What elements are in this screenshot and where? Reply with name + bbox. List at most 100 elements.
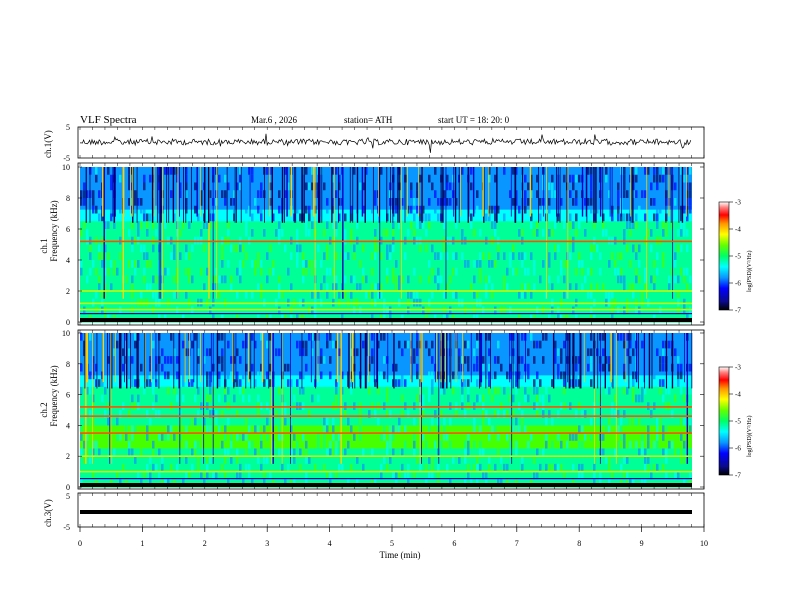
spec-speckle — [500, 417, 503, 426]
spec-speckle — [236, 182, 239, 191]
spec-speckle — [347, 267, 350, 276]
spec-speckle — [530, 252, 533, 260]
spec-speckle — [572, 433, 575, 441]
spec-speckle — [248, 205, 251, 214]
spec-speckle — [143, 174, 146, 183]
spec-speckle — [245, 205, 248, 214]
spec-speckle — [272, 213, 275, 222]
spec-speckle — [413, 448, 416, 457]
spec-speckle — [656, 174, 659, 183]
spec-speckle — [350, 410, 353, 418]
spec-speckle — [335, 174, 338, 183]
spec-speckle — [524, 198, 527, 206]
spec-speckle — [239, 379, 242, 387]
spec-speckle — [545, 440, 548, 449]
spec-speckle — [377, 386, 380, 395]
spec-speckle — [185, 456, 188, 464]
x-tick-label: 10 — [700, 539, 708, 548]
spec-speckle — [239, 260, 242, 268]
spec-speckle — [278, 410, 281, 418]
spec-speckle — [647, 456, 650, 464]
spec-speckle — [176, 394, 179, 403]
spec-speckle — [383, 371, 386, 380]
spec-speckle — [191, 417, 194, 426]
spec-speckle — [422, 205, 425, 214]
spec-speckle — [629, 340, 632, 349]
spec-speckle — [644, 267, 647, 276]
spec-speckle — [230, 440, 233, 449]
spec-speckle — [638, 448, 641, 457]
spec-speckle — [335, 190, 338, 198]
spec-speckle — [275, 229, 278, 237]
spec-row — [80, 190, 692, 195]
spec-speckle — [290, 394, 293, 403]
spec-speckle — [299, 371, 302, 380]
spec-speckle — [650, 463, 653, 472]
spec-speckle — [425, 440, 428, 449]
spec-speckle — [335, 394, 338, 403]
spec-speckle — [353, 229, 356, 237]
spec-speckle — [338, 348, 341, 357]
spec-speckle — [638, 167, 641, 175]
colorbar-tick-label: -4 — [735, 391, 741, 399]
spec-speckle — [614, 356, 617, 364]
spec-speckle — [443, 379, 446, 387]
spec-speckle — [338, 291, 341, 299]
spec-speckle — [596, 244, 599, 253]
spec-speckle — [491, 260, 494, 268]
spec-speckle — [149, 213, 152, 222]
spec-speckle — [527, 371, 530, 380]
spec-speckle — [479, 267, 482, 276]
spec-speckle — [266, 456, 269, 464]
spec-speckle — [275, 348, 278, 357]
spec-speckle — [110, 213, 113, 222]
spec-speckle — [428, 260, 431, 268]
spec-speckle — [278, 348, 281, 357]
spec-speckle — [170, 252, 173, 260]
y-tick-label: 10 — [62, 329, 70, 338]
spec-speckle — [143, 252, 146, 260]
spec-speckle — [635, 190, 638, 198]
spec-speckle — [215, 410, 218, 418]
spec-speckle — [197, 456, 200, 464]
spec-speckle — [407, 463, 410, 472]
spec-speckle — [659, 394, 662, 403]
spec-speckle — [227, 456, 230, 464]
spec-speckle — [170, 190, 173, 198]
spec-speckle — [344, 340, 347, 349]
spec-speckle — [125, 433, 128, 441]
spec-speckle — [170, 356, 173, 364]
spec-speckle — [365, 275, 368, 284]
spec-speckle — [302, 394, 305, 403]
spec-speckle — [200, 471, 203, 480]
spec-speckle — [134, 379, 137, 387]
spec-speckle — [572, 182, 575, 191]
spec-speckle — [275, 417, 278, 426]
spec-speckle — [515, 471, 518, 480]
spec-speckle — [662, 463, 665, 472]
spec-speckle — [251, 410, 254, 418]
spec-speckle — [137, 229, 140, 237]
spec-speckle — [401, 198, 404, 206]
spec-speckle — [161, 348, 164, 357]
spec-speckle — [260, 471, 263, 480]
spec-speckle — [182, 417, 185, 426]
spec-speckle — [386, 410, 389, 418]
spec-speckle — [395, 275, 398, 284]
spec-speckle — [200, 190, 203, 198]
spec-speckle — [662, 291, 665, 299]
spec-speckle — [389, 456, 392, 464]
spec-speckle — [320, 379, 323, 387]
spec-speckle — [188, 252, 191, 260]
spec-speckle — [80, 229, 83, 237]
spec-speckle — [332, 433, 335, 441]
spec-speckle — [95, 440, 98, 449]
spec-speckle — [671, 174, 674, 183]
spec-speckle — [587, 267, 590, 276]
spec-speckle — [227, 229, 230, 237]
spec-speckle — [332, 198, 335, 206]
spec-speckle — [242, 244, 245, 253]
spec-speckle — [191, 244, 194, 253]
